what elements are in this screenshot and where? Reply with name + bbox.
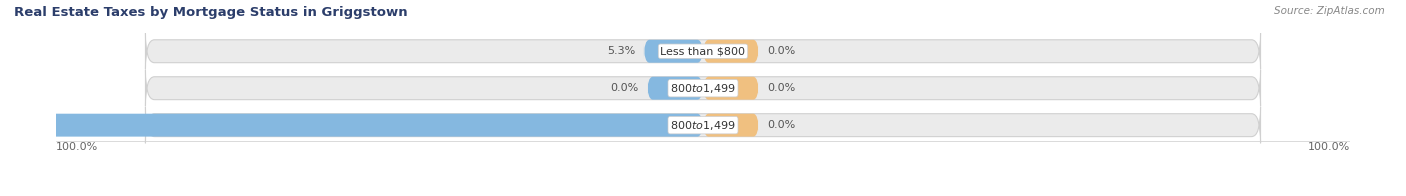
Text: $800 to $1,499: $800 to $1,499 <box>671 82 735 95</box>
Text: 100.0%: 100.0% <box>56 142 98 152</box>
FancyBboxPatch shape <box>145 70 1261 106</box>
Text: 0.0%: 0.0% <box>610 83 638 93</box>
Text: Less than $800: Less than $800 <box>661 46 745 56</box>
Text: 0.0%: 0.0% <box>768 83 796 93</box>
Text: 0.0%: 0.0% <box>768 46 796 56</box>
FancyBboxPatch shape <box>0 114 703 137</box>
Text: Real Estate Taxes by Mortgage Status in Griggstown: Real Estate Taxes by Mortgage Status in … <box>14 6 408 19</box>
FancyBboxPatch shape <box>703 77 759 100</box>
FancyBboxPatch shape <box>703 40 759 63</box>
Text: $800 to $1,499: $800 to $1,499 <box>671 119 735 132</box>
FancyBboxPatch shape <box>145 107 1261 143</box>
Text: Source: ZipAtlas.com: Source: ZipAtlas.com <box>1274 6 1385 16</box>
Text: 100.0%: 100.0% <box>1308 142 1350 152</box>
FancyBboxPatch shape <box>145 33 1261 69</box>
Text: 0.0%: 0.0% <box>768 120 796 130</box>
FancyBboxPatch shape <box>644 40 703 63</box>
Text: 5.3%: 5.3% <box>607 46 636 56</box>
FancyBboxPatch shape <box>703 114 759 137</box>
FancyBboxPatch shape <box>647 77 703 100</box>
